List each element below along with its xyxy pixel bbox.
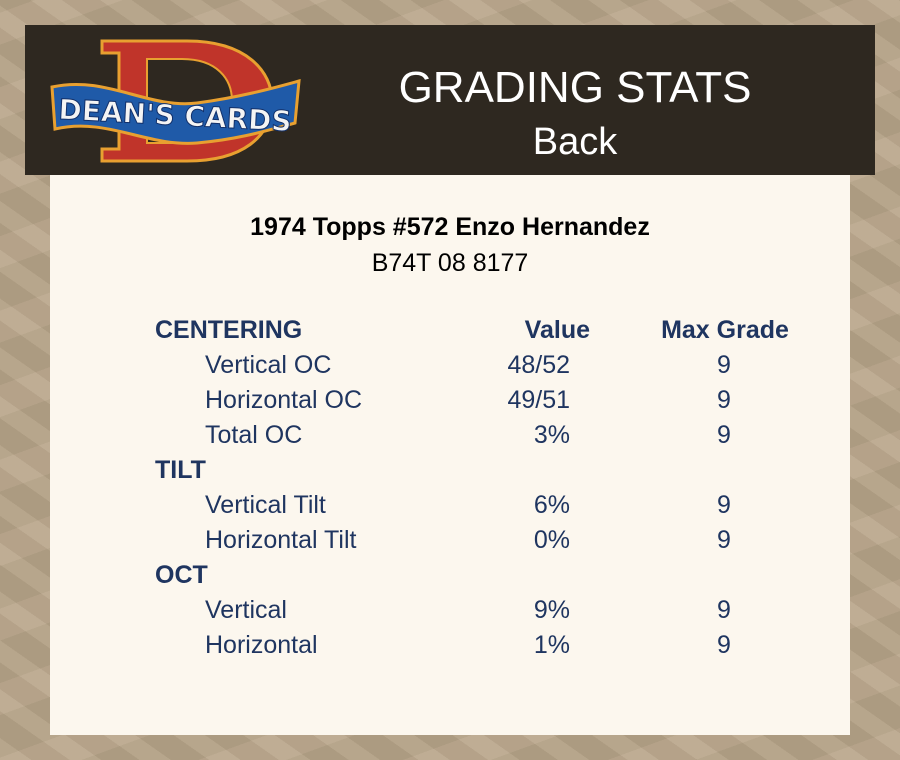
section-header: TILT [50,456,850,491]
row-max-grade: 9 [717,631,731,659]
section-header: OCT [50,561,850,596]
row-max-grade: 9 [717,526,731,554]
section-title: OCT [155,561,208,589]
table-row: Total OC 3% 9 [50,421,850,456]
section-title: CENTERING [155,316,303,344]
row-value: 6% [533,491,570,519]
deans-cards-logo: DEAN'S CARDS [50,39,301,163]
section-header: CENTERING Value Max Grade [50,316,850,351]
column-header-max-grade: Max Grade [661,316,789,344]
row-value: 49/51 [507,386,570,414]
row-value: 1% [533,631,570,659]
table-row: Vertical OC 48/52 9 [50,351,850,386]
row-value: 9% [533,596,570,624]
row-max-grade: 9 [717,491,731,519]
row-label: Vertical [205,596,287,624]
column-header-value: Value [524,316,590,344]
row-label: Horizontal OC [205,386,362,414]
table-row: Horizontal 1% 9 [50,631,850,666]
row-max-grade: 9 [717,351,731,379]
page-subtitle: Back [532,121,618,163]
row-label: Horizontal Tilt [205,526,357,554]
section-title: TILT [155,456,206,484]
row-max-grade: 9 [717,421,731,449]
row-label: Vertical Tilt [205,491,326,519]
row-max-grade: 9 [717,386,731,414]
row-label: Total OC [205,421,303,449]
row-value: 3% [533,421,570,449]
page-title: GRADING STATS [398,63,752,112]
table-row: Vertical Tilt 6% 9 [50,491,850,526]
card-cert-number: B74T 08 8177 [371,249,529,277]
table-row: Vertical 9% 9 [50,596,850,631]
card-name: 1974 Topps #572 Enzo Hernandez [250,213,650,241]
row-value: 0% [533,526,570,554]
row-label: Vertical OC [205,351,332,379]
stats-panel: 1974 Topps #572 Enzo Hernandez B74T 08 8… [50,175,850,735]
header: DEAN'S CARDS GRADING STATS Back [25,25,875,175]
table-row: Horizontal OC 49/51 9 [50,386,850,421]
row-value: 48/52 [507,351,570,379]
table-row: Horizontal Tilt 0% 9 [50,526,850,561]
row-label: Horizontal [205,631,318,659]
row-max-grade: 9 [717,596,731,624]
